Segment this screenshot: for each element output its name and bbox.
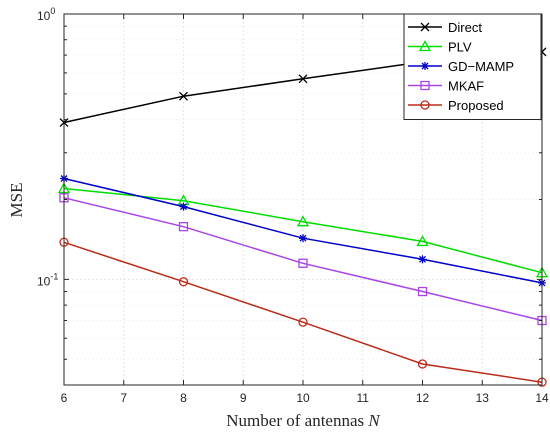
legend-item: GD−MAMP: [408, 59, 514, 74]
y-tick-label: 100: [37, 6, 55, 23]
marker-square: [420, 80, 430, 91]
marker-star: [179, 202, 188, 211]
legend-label: Proposed: [448, 98, 504, 113]
x-tick-label: 6: [61, 391, 68, 405]
marker-square: [417, 286, 428, 297]
y-axis-label: MSE: [7, 183, 26, 218]
legend-item: MKAF: [408, 79, 484, 94]
grid: [64, 14, 542, 385]
y-tick-label: 10-1: [37, 271, 58, 288]
y-tick-label-exponent: -1: [50, 271, 58, 281]
legend-label: PLV: [448, 40, 472, 55]
x-axis-label-text: Number of antennas: [226, 411, 364, 430]
legend-item: Direct: [408, 20, 482, 35]
x-axis-label: Number of antennas N: [226, 411, 381, 430]
marker-square: [298, 258, 308, 268]
marker-circle: [417, 359, 428, 369]
y-tick-label-base: 10: [37, 9, 51, 23]
x-tick-label: 8: [180, 391, 187, 405]
legend-label: GD−MAMP: [448, 59, 514, 74]
x-tick-label: 7: [120, 391, 127, 405]
legend-item: Proposed: [408, 98, 504, 113]
marker-x: [420, 22, 430, 32]
marker-circle: [420, 100, 430, 110]
marker-circle: [298, 317, 308, 327]
marker-x: [298, 74, 308, 84]
marker-circle: [178, 277, 189, 287]
marker-x: [179, 91, 188, 101]
x-tick-label: 11: [357, 391, 370, 405]
x-tick-label: 10: [296, 391, 310, 405]
legend-label: MKAF: [448, 79, 484, 94]
legend-label: Direct: [448, 20, 482, 35]
x-tick-label: 14: [535, 391, 549, 405]
marker-star: [421, 62, 429, 70]
legend-item: PLV: [408, 40, 472, 55]
series-line: [63, 197, 543, 322]
series-proposed: [59, 237, 547, 387]
marker-triangle: [416, 235, 429, 247]
x-tick-label: 9: [240, 391, 247, 405]
x-tick-label: 13: [476, 391, 490, 405]
marker-square: [178, 222, 189, 232]
x-tick-label: 12: [416, 391, 430, 405]
marker-triangle: [296, 215, 310, 227]
marker-star: [418, 255, 427, 264]
y-tick-label-exponent: 0: [50, 6, 55, 16]
x-axis-label-var: N: [367, 411, 381, 430]
marker-star: [299, 234, 307, 243]
legend: Direct PLV GD−MAMP MKAF Proposed: [403, 13, 542, 120]
series-mkaf: [59, 193, 547, 326]
marker-triangle: [418, 40, 432, 52]
series-line: [63, 241, 543, 383]
y-tick-label-base: 10: [37, 274, 51, 288]
